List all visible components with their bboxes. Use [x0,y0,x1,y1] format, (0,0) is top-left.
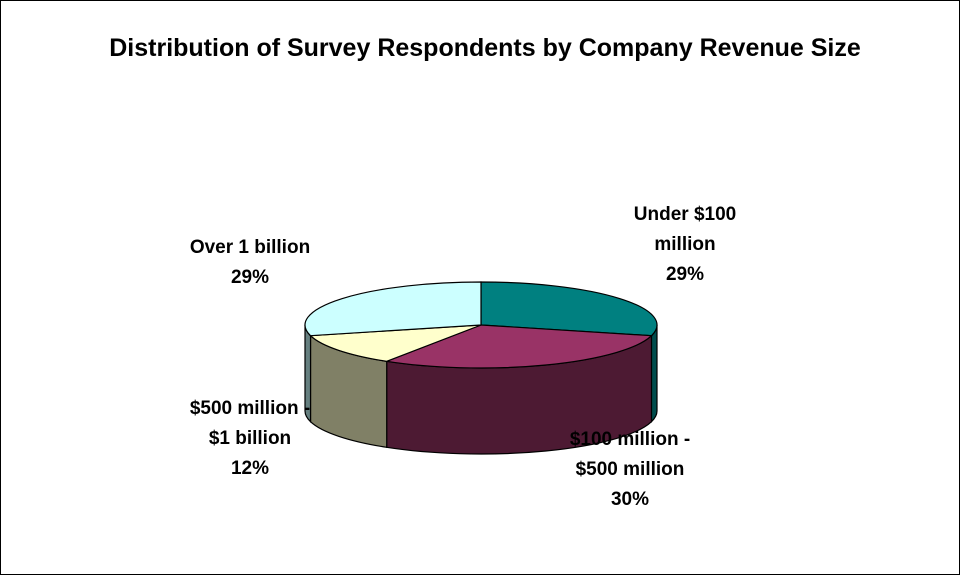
slice-label-name-line: $1 billion [208,428,292,449]
slice-label-percent: 29% [230,267,270,288]
slice-label-name-line: Over 1 billion [189,237,311,258]
pie-slice-0 [480,281,658,337]
slice-label-name-line: million [654,234,716,255]
slice-label-name-line: Under $100 [633,204,737,225]
slice-label-1: $100 million - $500 million 30% [535,425,725,515]
pie-side-0-0 [650,324,658,424]
slice-label-name-line: $100 million - [569,429,691,450]
slice-label-name-line: $500 million [575,459,685,480]
slice-label-percent: 30% [610,489,650,510]
slice-label-3: Over 1 billion 29% [150,233,350,293]
pie-slice-3 [304,281,482,337]
slice-label-0: Under $100 million 29% [600,200,770,290]
slice-label-percent: 29% [665,264,705,285]
slice-label-2: $500 million - $1 billion 12% [160,394,340,484]
slice-label-name-line: $500 million - [189,398,311,419]
slice-label-percent: 12% [230,458,270,479]
pie-slice-1 [384,324,653,369]
chart-title: Distribution of Survey Respondents by Co… [109,34,861,62]
pie-slice-2 [309,324,482,362]
